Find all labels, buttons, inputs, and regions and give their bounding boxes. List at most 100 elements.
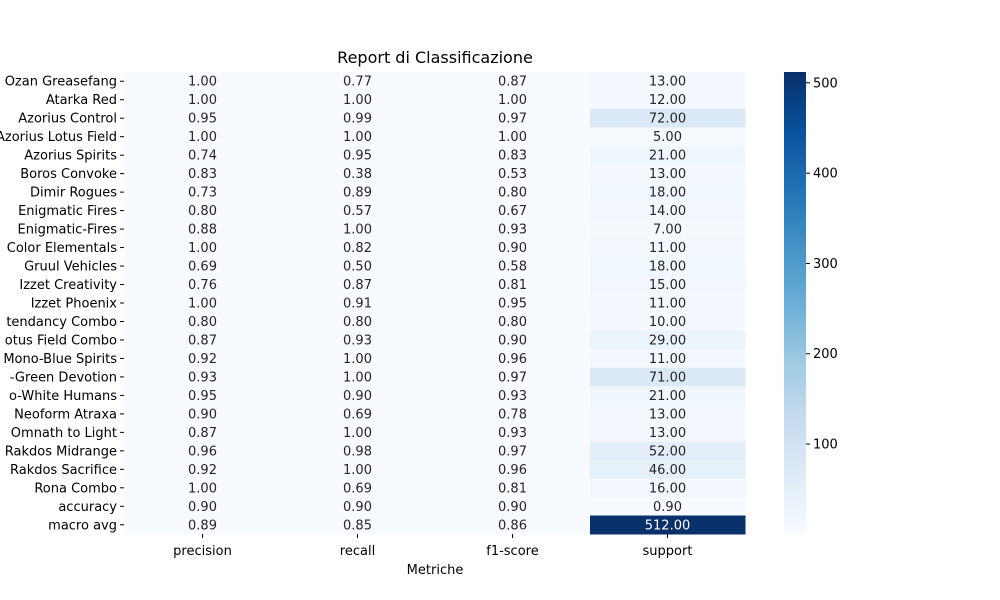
row-label: -Green Devotion — [10, 370, 117, 385]
heatmap-cell — [125, 460, 281, 480]
cell-value-label: 0.38 — [343, 167, 372, 182]
cell-value-label: 71.00 — [649, 370, 686, 385]
cell-value-label: 21.00 — [649, 389, 686, 404]
heatmap-cell — [590, 293, 746, 313]
row-label: Azorius Spirits — [24, 149, 117, 164]
heatmap-cell — [280, 201, 436, 221]
cell-value-label: 0.76 — [188, 278, 217, 293]
cell-value-label: 7.00 — [653, 223, 682, 238]
cell-value-label: 13.00 — [649, 75, 686, 90]
row-label: Atarka Red — [46, 93, 117, 108]
cell-value-label: 0.82 — [343, 241, 372, 256]
heatmap-cell — [280, 441, 436, 461]
cell-value-label: 0.91 — [343, 297, 372, 312]
cell-value-label: 0.90 — [188, 407, 217, 422]
cell-value-label: 0.88 — [188, 223, 217, 238]
heatmap-cell — [125, 515, 281, 535]
heatmap-cell — [435, 219, 591, 239]
heatmap-cell — [590, 423, 746, 443]
cell-value-label: 1.00 — [188, 297, 217, 312]
cell-value-label: 72.00 — [649, 112, 686, 127]
heatmap-cell — [125, 256, 281, 276]
heatmap-cell — [435, 90, 591, 110]
cell-value-label: 11.00 — [649, 297, 686, 312]
heatmap-cell — [280, 182, 436, 202]
row-label: Rakdos Sacrifice — [10, 463, 117, 478]
heatmap-cell — [590, 367, 746, 387]
heatmap-cell — [280, 293, 436, 313]
heatmap-cell — [435, 275, 591, 295]
column-label: precision — [173, 544, 232, 559]
heatmap-cell — [435, 312, 591, 332]
heatmap-cell — [435, 386, 591, 406]
cell-value-label: 0.80 — [498, 315, 527, 330]
cell-value-label: 1.00 — [343, 370, 372, 385]
heatmap-cell — [435, 478, 591, 498]
heatmap-cell — [280, 386, 436, 406]
cell-value-label: 1.00 — [343, 426, 372, 441]
heatmap-cell — [435, 330, 591, 350]
cell-value-label: 1.00 — [343, 223, 372, 238]
heatmap-cell — [280, 349, 436, 369]
cell-value-label: 0.58 — [498, 260, 527, 275]
cell-value-label: 0.89 — [343, 186, 372, 201]
cell-value-label: 15.00 — [649, 278, 686, 293]
cell-value-label: 16.00 — [649, 481, 686, 496]
cell-value-label: 0.90 — [498, 500, 527, 515]
cell-value-label: 0.93 — [498, 426, 527, 441]
cell-value-label: 0.81 — [498, 278, 527, 293]
cell-value-label: 0.81 — [498, 481, 527, 496]
heatmap-cell — [435, 441, 591, 461]
cell-value-label: 0.95 — [343, 149, 372, 164]
cell-value-label: 0.80 — [498, 186, 527, 201]
heatmap-cell — [590, 330, 746, 350]
cell-value-label: 1.00 — [188, 241, 217, 256]
cell-value-label: 0.80 — [188, 204, 217, 219]
cell-value-label: 0.96 — [498, 352, 527, 367]
cell-value-label: 0.86 — [498, 518, 527, 533]
cell-value-label: 0.92 — [188, 352, 217, 367]
heatmap-cell — [435, 182, 591, 202]
heatmap-cell — [125, 497, 281, 517]
cell-value-label: 0.78 — [498, 407, 527, 422]
heatmap-cell — [590, 404, 746, 424]
heatmap-cell — [125, 404, 281, 424]
heatmap-cell — [435, 127, 591, 147]
heatmap-cell — [435, 460, 591, 480]
heatmap-cell — [280, 330, 436, 350]
heatmap-cell — [590, 386, 746, 406]
heatmap-cell — [435, 515, 591, 535]
heatmap-cell — [590, 497, 746, 517]
row-label: Gruul Vehicles — [24, 260, 117, 275]
heatmap-cell — [590, 127, 746, 147]
cell-value-label: 0.97 — [498, 112, 527, 127]
heatmap-cell — [280, 515, 436, 535]
cell-value-label: 11.00 — [649, 352, 686, 367]
heatmap-cell — [435, 72, 591, 91]
heatmap-cell — [125, 330, 281, 350]
cell-value-label: 0.97 — [498, 370, 527, 385]
heatmap-cell — [280, 312, 436, 332]
row-label: Omnath to Light — [11, 426, 117, 441]
heatmap-cell — [125, 182, 281, 202]
cell-value-label: 0.93 — [343, 333, 372, 348]
cell-value-label: 0.87 — [498, 75, 527, 90]
cell-value-label: 0.96 — [188, 444, 217, 459]
row-label: otus Field Combo — [5, 333, 117, 348]
heatmap-cell — [125, 219, 281, 239]
cell-value-label: 0.83 — [188, 167, 217, 182]
heatmap-cell — [590, 275, 746, 295]
heatmap-cell — [435, 201, 591, 221]
heatmap-cell — [590, 108, 746, 128]
heatmap-cell — [435, 367, 591, 387]
cell-value-label: 0.85 — [343, 518, 372, 533]
cell-value-label: 14.00 — [649, 204, 686, 219]
heatmap-cell — [590, 72, 746, 91]
cell-value-label: 0.73 — [188, 186, 217, 201]
heatmap-cell — [125, 108, 281, 128]
heatmap-cell — [435, 108, 591, 128]
cell-value-label: 1.00 — [343, 463, 372, 478]
heatmap-cell — [280, 164, 436, 184]
cell-value-label: 13.00 — [649, 167, 686, 182]
cell-value-label: 1.00 — [188, 481, 217, 496]
